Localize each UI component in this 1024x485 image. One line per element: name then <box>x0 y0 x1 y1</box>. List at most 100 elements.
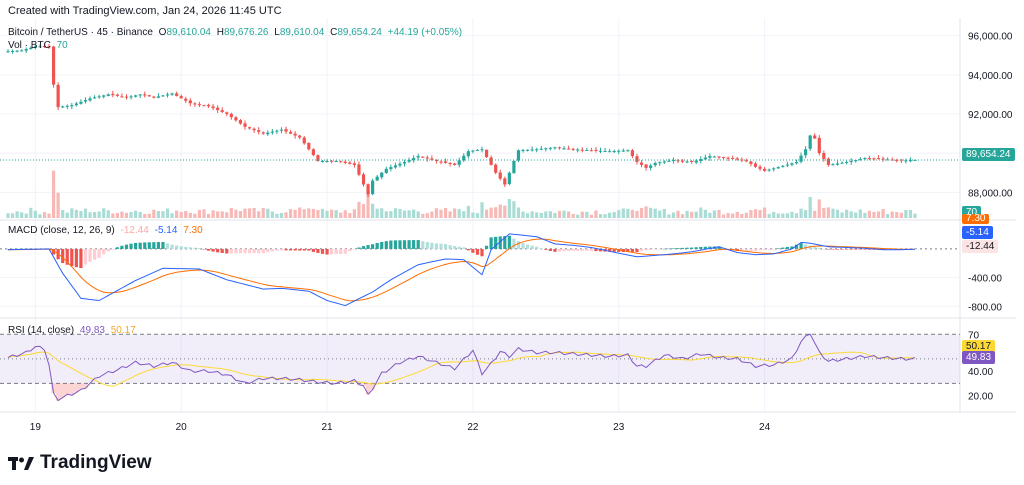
volume-bar <box>115 212 119 218</box>
candle-body <box>466 151 470 157</box>
volume-bar <box>603 214 607 218</box>
candle-body <box>639 162 644 165</box>
volume-bar <box>65 212 69 218</box>
candle-body <box>881 158 885 160</box>
volume-bar <box>813 210 817 218</box>
volume-bar <box>216 211 220 218</box>
volume-bar <box>530 211 534 218</box>
volume-bar <box>494 207 498 218</box>
candle-body <box>10 51 15 53</box>
macd-histogram-bar <box>252 248 256 254</box>
volume-bar <box>120 211 124 218</box>
volume-bar <box>785 213 789 218</box>
macd-histogram-bar <box>380 241 384 249</box>
candle-body <box>211 106 215 109</box>
macd-histogram-bar <box>808 245 812 249</box>
volume-bar <box>735 211 739 218</box>
candle-body <box>553 147 557 149</box>
volume-bar <box>480 202 484 218</box>
macd-histogram-bar <box>694 247 698 249</box>
volume-bar <box>371 203 375 218</box>
candle-body <box>339 161 343 163</box>
macd-signal-value: 7.30 <box>183 225 203 236</box>
brand[interactable]: TradingView <box>8 452 152 474</box>
volume-bar <box>621 208 625 218</box>
macd-histogram-bar <box>384 241 388 249</box>
macd-histogram-bar <box>257 248 261 254</box>
volume-bar <box>143 213 147 218</box>
candle-body <box>813 135 817 139</box>
macd-histogram-bar <box>97 248 101 258</box>
candle-body <box>15 50 19 52</box>
candle-body <box>690 161 694 163</box>
volume-bar <box>557 210 562 218</box>
macd-histogram-bar <box>156 242 161 249</box>
candle-body <box>238 120 243 124</box>
macd-histogram-bar <box>840 248 844 250</box>
volume-bar <box>762 207 767 218</box>
volume-bar <box>15 211 19 218</box>
macd-histogram-bar <box>443 244 448 249</box>
candle-body <box>662 161 666 163</box>
macd-histogram-bar <box>822 248 826 250</box>
symbol-label: Bitcoin / TetherUS · 45 · Binance <box>8 27 153 38</box>
candle-body <box>29 47 33 50</box>
volume-bar <box>302 209 306 218</box>
macd-histogram-bar <box>288 248 293 251</box>
candle-body <box>425 157 429 159</box>
macd-histogram-bar <box>184 246 188 249</box>
candle-body <box>179 96 183 99</box>
volume-bar <box>630 209 635 218</box>
volume-bar <box>270 211 274 218</box>
candle-body <box>352 163 356 165</box>
macd-histogram-bar <box>708 246 712 249</box>
volume-bar <box>430 211 434 218</box>
volume-bar <box>863 212 867 218</box>
volume-bar <box>448 211 452 218</box>
volume-bar <box>872 211 876 218</box>
macd-histogram-bar <box>307 248 311 251</box>
volume-bar <box>206 213 211 218</box>
rsi-tick-label: 20.00 <box>968 392 993 403</box>
candle-body <box>320 161 325 162</box>
volume-bar <box>179 211 183 218</box>
macd-histogram-bar <box>320 248 325 254</box>
candle-body <box>120 96 124 98</box>
volume-bar <box>790 211 794 218</box>
macd-histogram-bar <box>302 248 306 251</box>
macd-histogram-bar <box>749 248 753 251</box>
volume-bar <box>425 213 429 218</box>
macd-histogram-bar <box>175 245 179 249</box>
macd-histogram-bar <box>790 246 794 249</box>
volume-bar <box>521 211 525 218</box>
volume-bar <box>229 207 233 218</box>
candle-body <box>603 150 607 152</box>
candle-body <box>279 129 284 131</box>
volume-bar <box>197 209 202 218</box>
macd-histogram-bar <box>539 248 543 249</box>
volume-bar <box>6 213 10 218</box>
candle-body <box>220 110 224 113</box>
macd-histogram-bar <box>858 248 862 250</box>
volume-bar <box>10 213 15 218</box>
candle-body <box>854 160 858 162</box>
macd-histogram-bar <box>220 248 224 253</box>
candle-body <box>389 167 393 170</box>
macd-histogram-bar <box>635 248 639 253</box>
macd-histogram-bar <box>147 242 151 249</box>
macd-histogram-bar <box>138 242 142 249</box>
macd-histogram-bar <box>667 248 671 250</box>
price-tick-label: 94,000.00 <box>968 71 1013 82</box>
candle-body <box>188 100 192 104</box>
macd-histogram-bar <box>421 241 425 249</box>
macd-histogram-bar <box>690 247 694 249</box>
candle-body <box>612 150 616 152</box>
candle-body <box>858 159 862 161</box>
macd-histogram-bar <box>243 248 247 254</box>
volume-bar <box>79 210 83 218</box>
volume-bar <box>699 207 703 218</box>
macd-histogram-bar <box>462 247 466 249</box>
volume-bar <box>288 209 293 218</box>
volume-bar <box>799 208 803 218</box>
